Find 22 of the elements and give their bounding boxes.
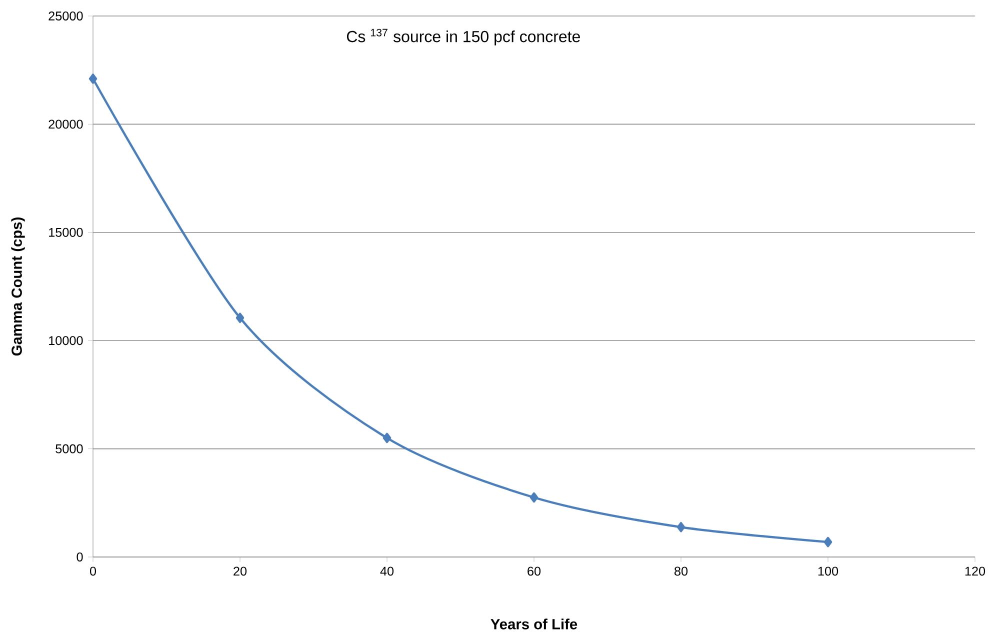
x-tick-label: 80 (674, 566, 688, 576)
x-tick-label: 120 (965, 566, 986, 576)
x-tick-label: 100 (818, 566, 838, 576)
y-axis-title: Gamma Count (cps) (11, 218, 25, 356)
y-tick-label: 10000 (49, 336, 83, 346)
point (530, 492, 538, 503)
y-tick-label: 0 (76, 552, 83, 562)
y-tick-label: 5000 (56, 444, 83, 454)
annotation: Cs $^{137}$ source in 150 pcf concrete (346, 28, 580, 46)
point (236, 312, 244, 323)
x-tick-label: 60 (528, 566, 541, 576)
x-axis-title: Years of Life (490, 618, 578, 630)
x-tick-label: 0 (90, 566, 96, 576)
point (382, 432, 392, 444)
point (88, 74, 98, 84)
y-tick-label: 25000 (48, 12, 83, 20)
x-tick-label: 20 (234, 566, 247, 576)
x-tick-label: 40 (380, 566, 394, 576)
y-tick-label: 15000 (49, 228, 83, 237)
point (824, 536, 832, 548)
point (676, 522, 686, 532)
y-tick-label: 20000 (48, 120, 83, 129)
